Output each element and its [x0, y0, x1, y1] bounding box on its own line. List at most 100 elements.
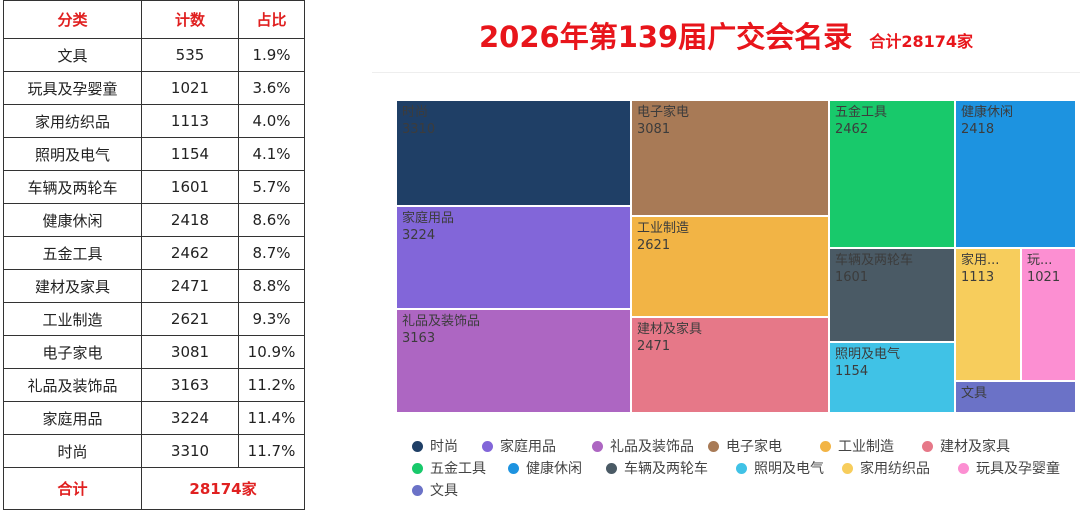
cell-category: 玩具及孕婴童 — [3, 71, 142, 105]
legend-label: 工业制造 — [838, 439, 894, 455]
cell-category: 车辆及两轮车 — [3, 170, 142, 204]
table-row: 电子家电 3081 10.9% — [3, 335, 305, 369]
legend-item: 建材及家具 — [922, 437, 1010, 457]
treemap-tile: 工业制造 2621 — [631, 216, 829, 317]
legend-label: 礼品及装饰品 — [610, 439, 694, 455]
legend-item: 电子家电 — [708, 437, 782, 457]
tile-label: 健康休闲 — [961, 105, 1014, 120]
cell-count: 535 — [141, 38, 239, 72]
cell-count: 2621 — [141, 302, 239, 336]
legend-item: 礼品及装饰品 — [592, 437, 694, 457]
table-row: 五金工具 2462 8.7% — [3, 236, 305, 270]
legend-swatch — [412, 441, 423, 452]
legend-label: 照明及电气 — [754, 461, 824, 477]
cell-category: 照明及电气 — [3, 137, 142, 171]
treemap-tile: 建材及家具 2471 — [631, 317, 829, 413]
legend-swatch — [508, 463, 519, 474]
legend-label: 健康休闲 — [526, 461, 582, 477]
table-row: 时尚 3310 11.7% — [3, 434, 305, 468]
table-row: 家用纺织品 1113 4.0% — [3, 104, 305, 138]
cell-category: 礼品及装饰品 — [3, 368, 142, 402]
cell-category: 家用纺织品 — [3, 104, 142, 138]
table-row: 礼品及装饰品 3163 11.2% — [3, 368, 305, 402]
chart-title-main: 2026年第139届广交会名录 — [478, 20, 853, 54]
legend-item: 照明及电气 — [736, 459, 824, 479]
treemap-tile: 文具 — [955, 381, 1076, 413]
tile-label: 家用... — [961, 253, 1000, 268]
cell-category: 电子家电 — [3, 335, 142, 369]
cell-count: 2462 — [141, 236, 239, 270]
tile-label: 照明及电气 — [835, 347, 901, 362]
chart-title: 2026年第139届广交会名录 合计28174家 — [372, 14, 1080, 56]
cell-percent: 10.9% — [238, 335, 305, 369]
tile-label: 时尚 — [402, 105, 429, 120]
treemap-tile: 家用... 1113 — [955, 248, 1021, 381]
tile-label: 五金工具 — [835, 105, 888, 120]
treemap-tile: 时尚 3310 — [396, 100, 631, 206]
legend-swatch — [412, 485, 423, 496]
table-row: 文具 535 1.9% — [3, 38, 305, 72]
tile-value: 2418 — [961, 122, 995, 137]
cell-percent: 11.2% — [238, 368, 305, 402]
legend-label: 家庭用品 — [500, 439, 556, 455]
legend-label: 建材及家具 — [940, 439, 1010, 455]
cell-percent: 1.9% — [238, 38, 305, 72]
table-body: 文具 535 1.9% 玩具及孕婴童 1021 3.6% 家用纺织品 1113 4.0% 照明及电… — [3, 38, 305, 468]
tile-label: 礼品及装饰品 — [402, 314, 481, 329]
tile-value: 2462 — [835, 122, 869, 137]
cell-percent: 8.7% — [238, 236, 305, 270]
legend-label: 玩具及孕婴童 — [976, 461, 1060, 477]
tile-value: 1601 — [835, 270, 869, 285]
tile-value: 3163 — [402, 331, 436, 346]
legend-item: 文具 — [412, 481, 458, 501]
tile-label: 玩... — [1027, 253, 1053, 268]
legend-swatch — [922, 441, 933, 452]
tile-value: 3310 — [402, 122, 436, 137]
tile-label: 工业制造 — [637, 221, 690, 236]
treemap-tile: 礼品及装饰品 3163 — [396, 309, 631, 413]
tile-label: 家庭用品 — [402, 211, 455, 226]
legend-swatch — [606, 463, 617, 474]
tile-value: 3081 — [637, 122, 671, 137]
legend-label: 时尚 — [430, 439, 458, 455]
cell-percent: 9.3% — [238, 302, 305, 336]
total-label: 合计 — [3, 467, 142, 510]
legend-item: 健康休闲 — [508, 459, 582, 479]
chart-panel: 2026年第139届广交会名录 合计28174家 时尚 3310 家庭用品 3224 礼… — [372, 0, 1080, 521]
cell-percent: 11.7% — [238, 434, 305, 468]
cell-count: 3163 — [141, 368, 239, 402]
legend-label: 五金工具 — [430, 461, 486, 477]
cell-category: 家庭用品 — [3, 401, 142, 435]
tile-value: 1113 — [961, 270, 995, 285]
cell-count: 3224 — [141, 401, 239, 435]
table-total-row: 合计 28174家 — [3, 467, 305, 510]
cell-percent: 3.6% — [238, 71, 305, 105]
treemap-tile: 五金工具 2462 — [829, 100, 955, 248]
cell-category: 文具 — [3, 38, 142, 72]
tile-label: 建材及家具 — [637, 322, 703, 337]
cell-category: 时尚 — [3, 434, 142, 468]
table-row: 工业制造 2621 9.3% — [3, 302, 305, 336]
cell-count: 1113 — [141, 104, 239, 138]
treemap-tile: 车辆及两轮车 1601 — [829, 248, 955, 342]
treemap-tile: 玩... 1021 — [1021, 248, 1076, 381]
treemap-tile: 电子家电 3081 — [631, 100, 829, 216]
legend-swatch — [708, 441, 719, 452]
cell-category: 工业制造 — [3, 302, 142, 336]
title-divider — [372, 72, 1080, 73]
cell-count: 3081 — [141, 335, 239, 369]
header-count: 计数 — [141, 0, 239, 39]
cell-percent: 4.1% — [238, 137, 305, 171]
cell-category: 健康休闲 — [3, 203, 142, 237]
legend-swatch — [820, 441, 831, 452]
legend-item: 车辆及两轮车 — [606, 459, 708, 479]
tile-value: 2621 — [637, 238, 671, 253]
treemap-tile: 家庭用品 3224 — [396, 206, 631, 309]
cell-percent: 8.6% — [238, 203, 305, 237]
legend-item: 五金工具 — [412, 459, 486, 479]
table-header-row: 分类 计数 占比 — [3, 0, 305, 39]
legend-swatch — [842, 463, 853, 474]
tile-label: 车辆及两轮车 — [835, 253, 914, 268]
cell-count: 1601 — [141, 170, 239, 204]
legend-swatch — [482, 441, 493, 452]
